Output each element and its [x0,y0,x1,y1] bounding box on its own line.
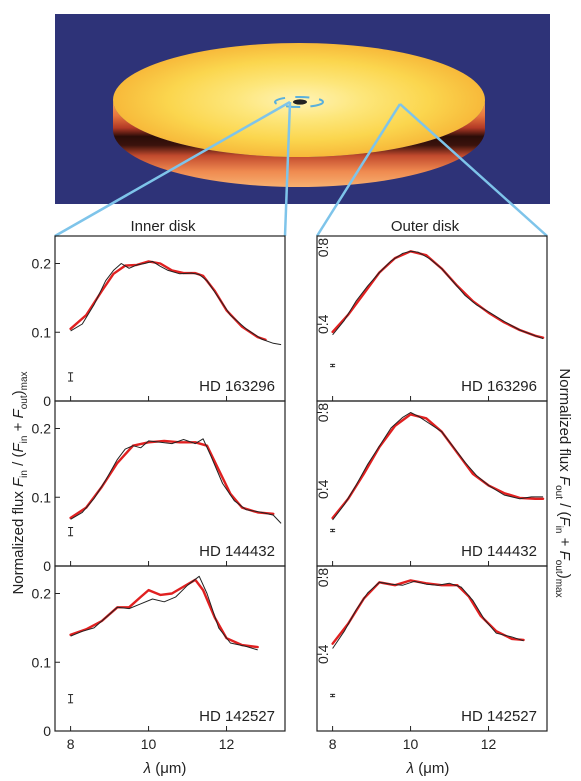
panel-r0-c1-model-curve [331,250,545,339]
panel-r0-c0-ytick-label: 0.2 [32,256,52,272]
panel-r1-c1: 0.4 0.8 HD 144432 [315,400,548,567]
panel-r0-c1-ytick-label: 0.8 [315,238,331,258]
disk-illustration [55,14,550,204]
panel-r2-c1-error-bar [330,693,336,698]
panel-r1-c1-star-label: HD 144432 [461,543,537,560]
svg-text:Normalized flux Fout / (Fin +: Normalized flux Fout / (Fin + Fout)max [553,368,573,597]
panel-r2-c0-xtick-label: 10 [141,736,157,752]
panel-r2-c0-ytick-label: 0 [43,723,51,739]
panel-r0-c1: 0.4 0.8 HD 163296 [315,235,548,402]
panel-r2-c0-ytick-label: 0.1 [32,654,52,670]
panel-r1-c0-ytick-label: 0 [43,558,51,574]
panel-r1-c0-frame [54,400,286,567]
panels: 0 0.1 0.2 HD 163296 0.4 0.8 HD 163296 0 0.1 0.2 HD… [32,235,548,752]
disk-side [113,100,485,187]
panel-r2-c0-xtick-label: 8 [67,736,75,752]
panel-r2-c0-model-curve [69,578,259,649]
panel-r2-c0-star-label: HD 142527 [199,708,275,725]
panel-r0-c0-ytick-label: 0 [43,393,51,409]
panel-r2-c0: 0 0.1 0.2 8 10 12 HD 142527 [32,565,286,752]
panel-r1-c0-model-curve [69,439,275,520]
panel-r2-c1-ytick-label: 0.8 [315,568,331,588]
panel-r2-c1-ytick-label: 0.4 [315,644,331,664]
panel-r2-c1-model-curve [331,579,525,645]
connector-lines [54,100,548,238]
connector-outer-left [315,103,402,237]
panel-r0-c0-observed-curve [70,260,282,346]
panel-r1-c0: 0 0.1 0.2 HD 144432 [32,400,286,574]
panel-r0-c0-star-label: HD 163296 [199,378,275,395]
y-axis-label-right: Normalized flux Fout / (Fin + Fout)max [553,368,573,597]
panel-r0-c0-frame [54,235,286,402]
panel-r1-c0-ytick-label: 0.2 [32,421,52,437]
y-axis-label-left: Normalized flux Fin / (Fin + Fout)max [10,371,30,594]
panel-r1-c0-error-bar [68,527,74,537]
disk-central-hole [293,99,307,105]
x-axis-label-right: λ (μm) [406,760,450,777]
panel-r2-c1-xtick-label: 12 [481,736,497,752]
disk-inner-ring [274,96,324,108]
panel-r1-c1-error-bar [330,528,336,533]
panel-r2-c1-xtick-label: 8 [329,736,337,752]
svg-text:Normalized flux Fin / (Fin + F: Normalized flux Fin / (Fin + Fout)max [10,371,30,594]
panel-r2-c0-error-bar [68,694,74,704]
connector-inner-left [54,100,291,238]
svg-text:λ (μm): λ (μm) [406,760,450,777]
panel-r2-c1: 0.4 0.8 8 10 12 HD 142527 [315,565,548,752]
panel-r2-c0-xtick-label: 12 [219,736,235,752]
panel-r1-c0-observed-curve [70,438,282,524]
panel-r0-c1-ytick-label: 0.4 [315,314,331,334]
panel-r0-c1-error-bar [330,363,336,368]
panel-r1-c1-ytick-label: 0.8 [315,403,331,423]
panel-r1-c1-ytick-label: 0.4 [315,479,331,499]
connector-inner-right [283,101,292,237]
panel-r2-c1-star-label: HD 142527 [461,708,537,725]
panel-r0-c0-error-bar [68,372,74,382]
panel-r2-c0-ytick-label: 0.2 [32,586,52,602]
panel-r2-c1-frame [316,565,548,732]
panel-r2-c1-xtick-label: 10 [403,736,419,752]
panel-r0-c0-model-curve [69,260,267,341]
connector-outer-right [399,103,548,237]
panel-r0-c0-ytick-label: 0.1 [32,324,52,340]
panel-r1-c0-ytick-label: 0.1 [32,489,52,505]
panel-r0-c1-observed-curve [332,250,544,340]
panel-r1-c1-model-curve [331,413,545,520]
panel-r1-c1-observed-curve [332,412,544,521]
svg-text:λ (μm): λ (μm) [143,760,187,777]
panel-r2-c0-observed-curve [70,575,258,651]
panel-r0-c1-star-label: HD 163296 [461,378,537,395]
column-title-outer-disk: Outer disk [391,218,460,235]
column-title-inner-disk: Inner disk [130,218,196,235]
panel-r0-c0: 0 0.1 0.2 HD 163296 [32,235,286,409]
panel-r1-c0-star-label: HD 144432 [199,543,275,560]
panel-r2-c1-observed-curve [332,580,524,649]
panel-r2-c0-frame [54,565,286,732]
x-axis-label-left: λ (μm) [143,760,187,777]
